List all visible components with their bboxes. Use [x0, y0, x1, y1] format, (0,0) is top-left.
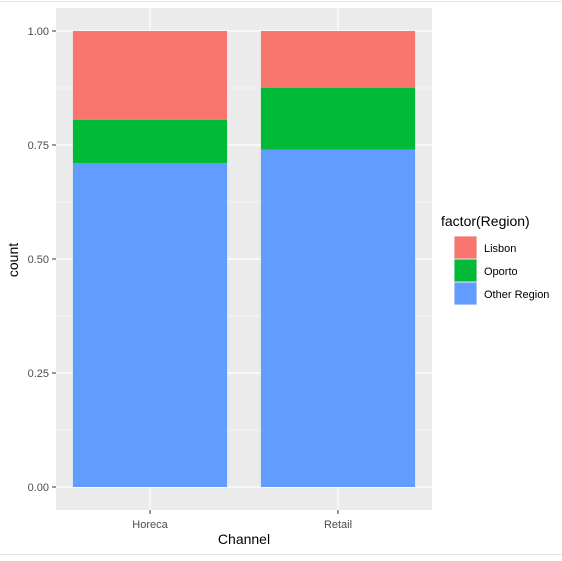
bar-retail-lisbon: [260, 31, 416, 88]
legend-label-other-region: Other Region: [484, 289, 549, 301]
bar-horeca-oporto: [72, 119, 228, 164]
y-tick-label: 1.00: [28, 26, 49, 38]
y-tick-label: 0.50: [28, 254, 49, 266]
top-divider: [0, 1, 562, 2]
legend-label-oporto: Oporto: [484, 266, 518, 278]
axes: 0.00 0.25 0.50 0.75 1.00 Horeca Retail: [28, 26, 352, 531]
legend-key-oporto: [454, 259, 477, 282]
bar-horeca-other-region: [72, 163, 228, 488]
y-tick-label: 0.00: [28, 482, 49, 494]
bar-retail-other-region: [260, 149, 416, 487]
y-tick-label: 0.75: [28, 140, 49, 152]
y-tick-label: 0.25: [28, 368, 49, 380]
bar-horeca-lisbon: [72, 31, 228, 120]
x-axis-label: Channel: [218, 531, 270, 547]
legend-key-lisbon: [454, 236, 477, 259]
bottom-divider: [0, 554, 562, 555]
y-axis-label: count: [5, 243, 21, 277]
legend-key-other-region: [454, 282, 477, 305]
bar-retail-oporto: [260, 88, 416, 150]
legend-title: factor(Region): [441, 213, 530, 229]
legend: factor(Region) Lisbon Oporto Other Region: [441, 213, 549, 305]
x-tick-label: Retail: [324, 519, 352, 531]
legend-label-lisbon: Lisbon: [484, 243, 516, 255]
bars: [72, 31, 416, 488]
x-tick-label: Horeca: [132, 519, 168, 531]
